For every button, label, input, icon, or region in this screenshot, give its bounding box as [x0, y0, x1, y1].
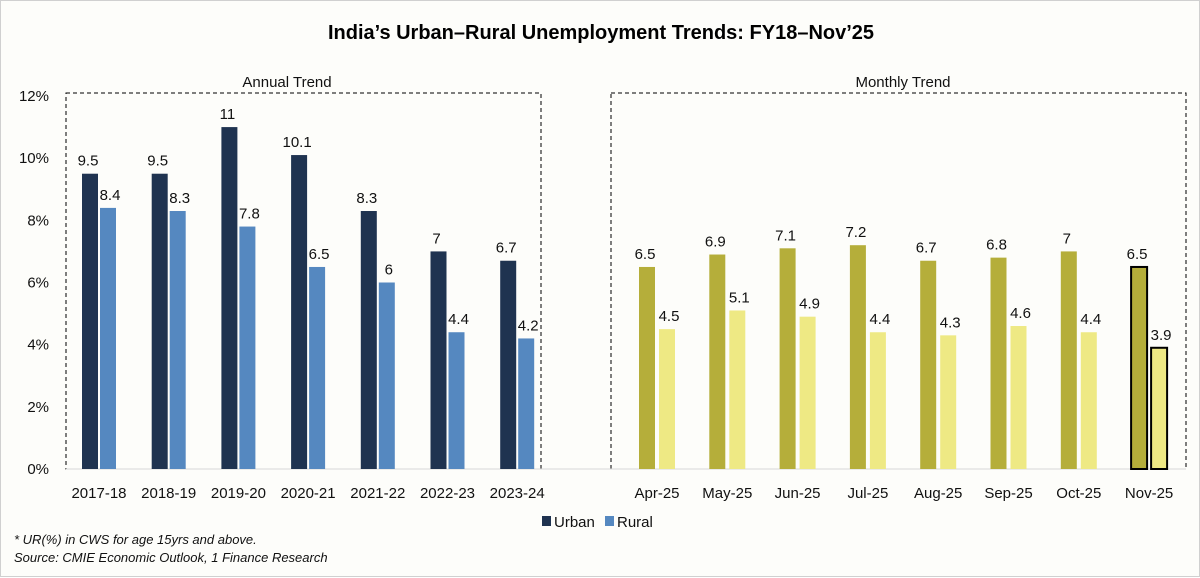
x-tick-label: 2017-18: [71, 485, 126, 502]
y-tick-label: 10%: [19, 150, 49, 167]
data-label: 10.1: [282, 134, 311, 151]
bar-rural: [448, 332, 465, 469]
monthly-panel-frame: [610, 92, 1187, 470]
bar-urban: [709, 254, 726, 469]
legend-label-rural: Rural: [617, 514, 653, 531]
x-tick-label: 2021-22: [350, 485, 405, 502]
y-tick-label: 12%: [19, 88, 49, 105]
data-label: 9.5: [78, 153, 99, 170]
data-label: 6.8: [986, 237, 1007, 254]
bar-rural: [239, 226, 256, 469]
bar-urban: [221, 127, 238, 469]
x-tick-label: Jul-25: [847, 485, 888, 502]
data-label: 6.7: [916, 240, 937, 257]
data-label: 11: [220, 106, 236, 123]
bar-urban: [151, 173, 168, 470]
bar-rural: [1080, 332, 1097, 469]
bar-rural: [1150, 346, 1169, 470]
y-tick-label: 6%: [27, 275, 49, 292]
bar-urban: [500, 260, 517, 469]
y-tick-label: 4%: [27, 337, 49, 354]
x-tick-label: 2019-20: [211, 485, 266, 502]
data-label: 4.3: [940, 314, 961, 331]
x-tick-label: 2022-23: [420, 485, 475, 502]
y-tick-label: 0%: [27, 461, 49, 478]
data-label: 4.6: [1010, 305, 1031, 322]
data-label: 4.4: [869, 311, 890, 328]
data-label: 6.5: [635, 246, 656, 263]
x-tick-label: 2023-24: [490, 485, 545, 502]
x-tick-label: 2020-21: [281, 485, 336, 502]
legend-swatch-urban: [542, 516, 551, 526]
data-label: 4.9: [799, 296, 820, 313]
bar-rural: [169, 211, 186, 469]
legend: Urban Rural: [542, 514, 653, 531]
bar-rural: [100, 207, 116, 469]
x-tick-label: Apr-25: [634, 485, 679, 502]
bar-urban: [1130, 265, 1149, 471]
x-tick-label: Sep-25: [984, 485, 1032, 502]
data-label: 8.3: [169, 190, 190, 207]
data-label: 7: [432, 230, 440, 247]
bar-rural: [940, 335, 957, 469]
bar-urban: [779, 248, 796, 469]
source-note: Source: CMIE Economic Outlook, 1 Finance…: [14, 550, 328, 565]
bar-rural: [1010, 326, 1027, 469]
bar-urban: [639, 266, 655, 469]
legend-swatch-rural: [605, 516, 614, 526]
y-tick-label: 8%: [27, 212, 49, 229]
bar-rural: [799, 316, 816, 469]
x-tick-label: Oct-25: [1056, 485, 1101, 502]
data-label: 6.9: [705, 234, 726, 251]
bar-rural: [659, 329, 675, 469]
x-tick-label: 2018-19: [141, 485, 196, 502]
data-label: 4.4: [448, 311, 469, 328]
data-label: 5.1: [729, 289, 750, 306]
annual-panel-label: Annual Trend: [242, 74, 331, 91]
bar-urban: [360, 211, 377, 469]
x-tick-label: May-25: [702, 485, 752, 502]
monthly-panel-label: Monthly Trend: [855, 74, 950, 91]
x-tick-label: Aug-25: [914, 485, 962, 502]
bar-rural: [869, 332, 886, 469]
bar-urban: [82, 173, 98, 470]
bar-urban: [291, 155, 308, 469]
y-tick-label: 2%: [27, 399, 49, 416]
x-tick-label: Jun-25: [775, 485, 821, 502]
bar-rural: [518, 338, 535, 469]
data-label: 7: [1063, 230, 1071, 247]
x-tick-label: Nov-25: [1125, 485, 1173, 502]
chart-title: India’s Urban–Rural Unemployment Trends:…: [328, 22, 874, 44]
data-label: 4.5: [659, 308, 680, 325]
data-label: 6.5: [1127, 246, 1148, 263]
bar-rural: [309, 266, 326, 469]
data-label: 4.4: [1080, 311, 1101, 328]
data-label: 9.5: [147, 153, 168, 170]
data-label: 7.1: [775, 227, 796, 244]
bar-urban: [849, 245, 866, 469]
bar-urban: [990, 257, 1007, 469]
bar-rural: [729, 310, 746, 469]
data-label: 6.5: [309, 246, 330, 263]
data-label: 4.2: [518, 317, 539, 334]
data-label: 7.8: [239, 206, 260, 223]
data-label: 6.7: [496, 240, 517, 257]
bar-rural: [378, 282, 395, 469]
bar-urban: [920, 260, 937, 469]
data-label: 3.9: [1151, 327, 1172, 344]
data-label: 7.2: [845, 224, 866, 241]
bar-urban: [1060, 251, 1077, 469]
footnote: * UR(%) in CWS for age 15yrs and above.: [14, 532, 257, 547]
data-label: 6: [385, 262, 393, 279]
bar-urban: [430, 251, 447, 469]
data-label: 8.4: [100, 187, 121, 204]
data-label: 8.3: [356, 190, 377, 207]
legend-label-urban: Urban: [554, 514, 595, 531]
